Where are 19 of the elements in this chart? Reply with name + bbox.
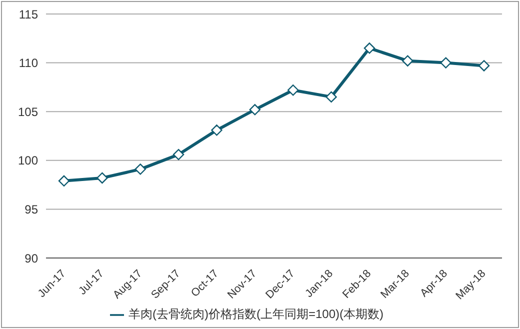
point — [326, 91, 337, 103]
y-tick-label: 100 — [18, 154, 38, 168]
point — [364, 42, 376, 54]
point — [96, 172, 108, 184]
legend-label: 羊肉(去骨统肉)价格指数(上年同期=100)(本期数) — [128, 307, 384, 321]
y-tick-label: 90 — [24, 251, 38, 266]
point — [402, 55, 414, 66]
point — [134, 164, 146, 175]
point — [249, 104, 261, 116]
y-tick-label: 110 — [18, 56, 38, 70]
point — [478, 60, 490, 72]
y-tick-label: 95 — [24, 202, 38, 216]
point — [172, 148, 184, 160]
point — [287, 84, 299, 96]
y-tick-label: 115 — [18, 7, 38, 22]
y-tick-label: 105 — [18, 104, 38, 119]
point — [58, 175, 70, 186]
point — [211, 124, 222, 136]
point — [440, 57, 452, 68]
